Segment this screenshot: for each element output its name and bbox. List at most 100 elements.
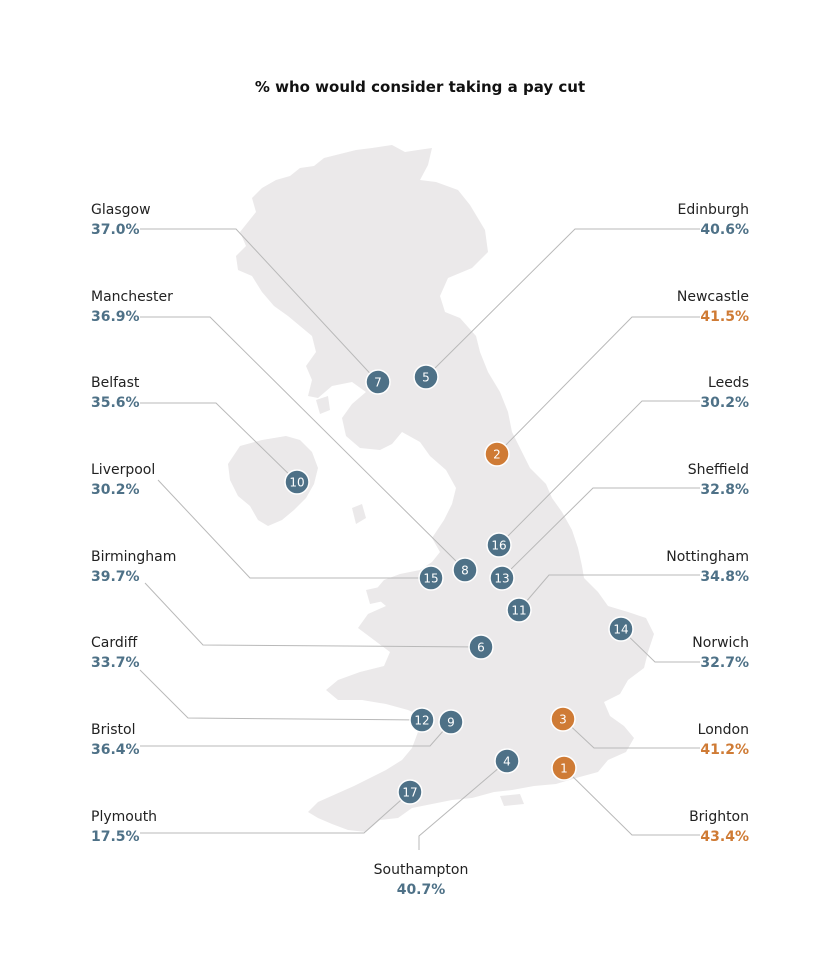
leader-line-glasgow bbox=[140, 228, 379, 383]
marker-circle bbox=[365, 369, 391, 395]
marker-circle bbox=[506, 597, 532, 623]
marker-rank-label: 6 bbox=[477, 641, 485, 655]
marker-rank-label: 9 bbox=[447, 716, 455, 730]
city-percentage: 43.4% bbox=[700, 829, 749, 845]
city-name: Norwich bbox=[692, 635, 749, 651]
rank-marker-norwich[interactable]: 14 bbox=[608, 616, 634, 642]
hebrides-shape bbox=[240, 244, 258, 268]
marker-circle bbox=[452, 557, 478, 583]
leader-line-edinburgh bbox=[425, 228, 700, 378]
city-label-belfast: Belfast 35.6% bbox=[91, 373, 140, 413]
city-percentage: 40.6% bbox=[700, 222, 749, 238]
marker-rank-label: 10 bbox=[289, 476, 304, 490]
city-label-liverpool: Liverpool 30.2% bbox=[91, 460, 155, 500]
city-name: Bristol bbox=[91, 722, 136, 738]
city-label-birmingham: Birmingham 39.7% bbox=[91, 547, 176, 587]
map-title: % who would consider taking a pay cut bbox=[254, 78, 586, 96]
rank-marker-newcastle[interactable]: 2 bbox=[484, 441, 510, 467]
city-label-nottingham: Nottingham 34.8% bbox=[666, 547, 749, 587]
marker-rank-label: 13 bbox=[494, 572, 509, 586]
islay-shape bbox=[316, 396, 330, 414]
rank-marker-plymouth[interactable]: 17 bbox=[397, 779, 423, 805]
city-name: Birmingham bbox=[91, 549, 177, 565]
marker-circle bbox=[409, 707, 435, 733]
city-percentage: 36.4% bbox=[91, 742, 140, 758]
marker-circle bbox=[438, 709, 464, 735]
leader-line-cardiff bbox=[139, 669, 423, 721]
marker-circle bbox=[468, 634, 494, 660]
marker-circle bbox=[551, 755, 577, 781]
marker-rank-label: 3 bbox=[559, 713, 567, 727]
city-name: Brighton bbox=[689, 809, 749, 825]
city-name: Nottingham bbox=[666, 549, 749, 565]
marker-rank-label: 14 bbox=[613, 623, 628, 637]
city-name: Newcastle bbox=[676, 289, 749, 305]
leader-line-leeds bbox=[498, 400, 700, 546]
leader-line-sheffield bbox=[501, 487, 700, 579]
city-percentage: 35.6% bbox=[91, 395, 140, 411]
city-label-southampton: Southampton 40.7% bbox=[361, 860, 481, 900]
city-label-glasgow: Glasgow 37.0% bbox=[91, 200, 151, 240]
city-name: Southampton bbox=[373, 862, 469, 878]
marker-rank-label: 2 bbox=[493, 448, 501, 462]
city-label-norwich: Norwich 32.7% bbox=[692, 633, 749, 673]
city-percentage: 37.0% bbox=[91, 222, 140, 238]
city-percentage: 34.8% bbox=[700, 569, 749, 585]
anglesey-shape bbox=[366, 586, 388, 604]
rank-marker-leeds[interactable]: 16 bbox=[486, 532, 512, 558]
city-name: Edinburgh bbox=[677, 202, 749, 218]
marker-circle bbox=[486, 532, 512, 558]
rank-marker-sheffield[interactable]: 13 bbox=[489, 565, 515, 591]
city-name: Plymouth bbox=[91, 809, 158, 825]
marker-rank-label: 8 bbox=[461, 564, 469, 578]
city-percentage: 30.2% bbox=[91, 482, 140, 498]
leader-lines bbox=[139, 228, 700, 850]
city-label-edinburgh: Edinburgh 40.6% bbox=[677, 200, 749, 240]
rank-marker-belfast[interactable]: 10 bbox=[284, 469, 310, 495]
leader-line-newcastle bbox=[496, 316, 700, 455]
rank-marker-glasgow[interactable]: 7 bbox=[365, 369, 391, 395]
leader-line-london bbox=[562, 718, 700, 749]
city-label-london: London 41.2% bbox=[698, 720, 749, 760]
city-name: Belfast bbox=[91, 375, 140, 391]
rank-marker-edinburgh[interactable]: 5 bbox=[413, 364, 439, 390]
marker-rank-label: 4 bbox=[503, 755, 511, 769]
rank-marker-liverpool[interactable]: 15 bbox=[418, 565, 444, 591]
rank-marker-brighton[interactable]: 1 bbox=[551, 755, 577, 781]
rank-marker-southampton[interactable]: 4 bbox=[494, 748, 520, 774]
marker-rank-label: 1 bbox=[560, 762, 568, 776]
landmass bbox=[228, 145, 654, 832]
rank-marker-manchester[interactable]: 8 bbox=[452, 557, 478, 583]
marker-circle bbox=[413, 364, 439, 390]
isle-of-man-shape bbox=[352, 504, 366, 524]
city-label-leeds: Leeds 30.2% bbox=[700, 373, 749, 413]
marker-rank-label: 15 bbox=[423, 572, 438, 586]
rank-marker-cardiff[interactable]: 12 bbox=[409, 707, 435, 733]
leader-line-bristol bbox=[140, 721, 452, 747]
rank-marker-nottingham[interactable]: 11 bbox=[506, 597, 532, 623]
marker-rank-label: 16 bbox=[491, 539, 506, 553]
marker-circle bbox=[418, 565, 444, 591]
city-name: Manchester bbox=[91, 289, 173, 305]
city-percentage: 40.7% bbox=[396, 882, 446, 898]
rank-marker-birmingham[interactable]: 6 bbox=[468, 634, 494, 660]
marker-circle bbox=[550, 706, 576, 732]
city-percentage: 30.2% bbox=[700, 395, 749, 411]
northern-ireland-shape bbox=[228, 436, 318, 526]
leader-line-brighton bbox=[563, 767, 700, 836]
marker-rank-label: 11 bbox=[511, 604, 526, 618]
city-percentage: 36.9% bbox=[91, 309, 140, 325]
city-label-bristol: Bristol 36.4% bbox=[91, 720, 140, 760]
city-label-sheffield: Sheffield 32.8% bbox=[688, 460, 749, 500]
rank-marker-bristol[interactable]: 9 bbox=[438, 709, 464, 735]
city-percentage: 32.8% bbox=[700, 482, 749, 498]
city-label-cardiff: Cardiff 33.7% bbox=[91, 633, 140, 673]
great-britain-shape bbox=[236, 145, 654, 832]
city-percentage: 33.7% bbox=[91, 655, 140, 671]
city-percentage: 32.7% bbox=[700, 655, 749, 671]
city-name: Sheffield bbox=[687, 462, 749, 478]
city-name: London bbox=[697, 722, 749, 738]
rank-marker-london[interactable]: 3 bbox=[550, 706, 576, 732]
city-percentage: 17.5% bbox=[91, 829, 140, 845]
